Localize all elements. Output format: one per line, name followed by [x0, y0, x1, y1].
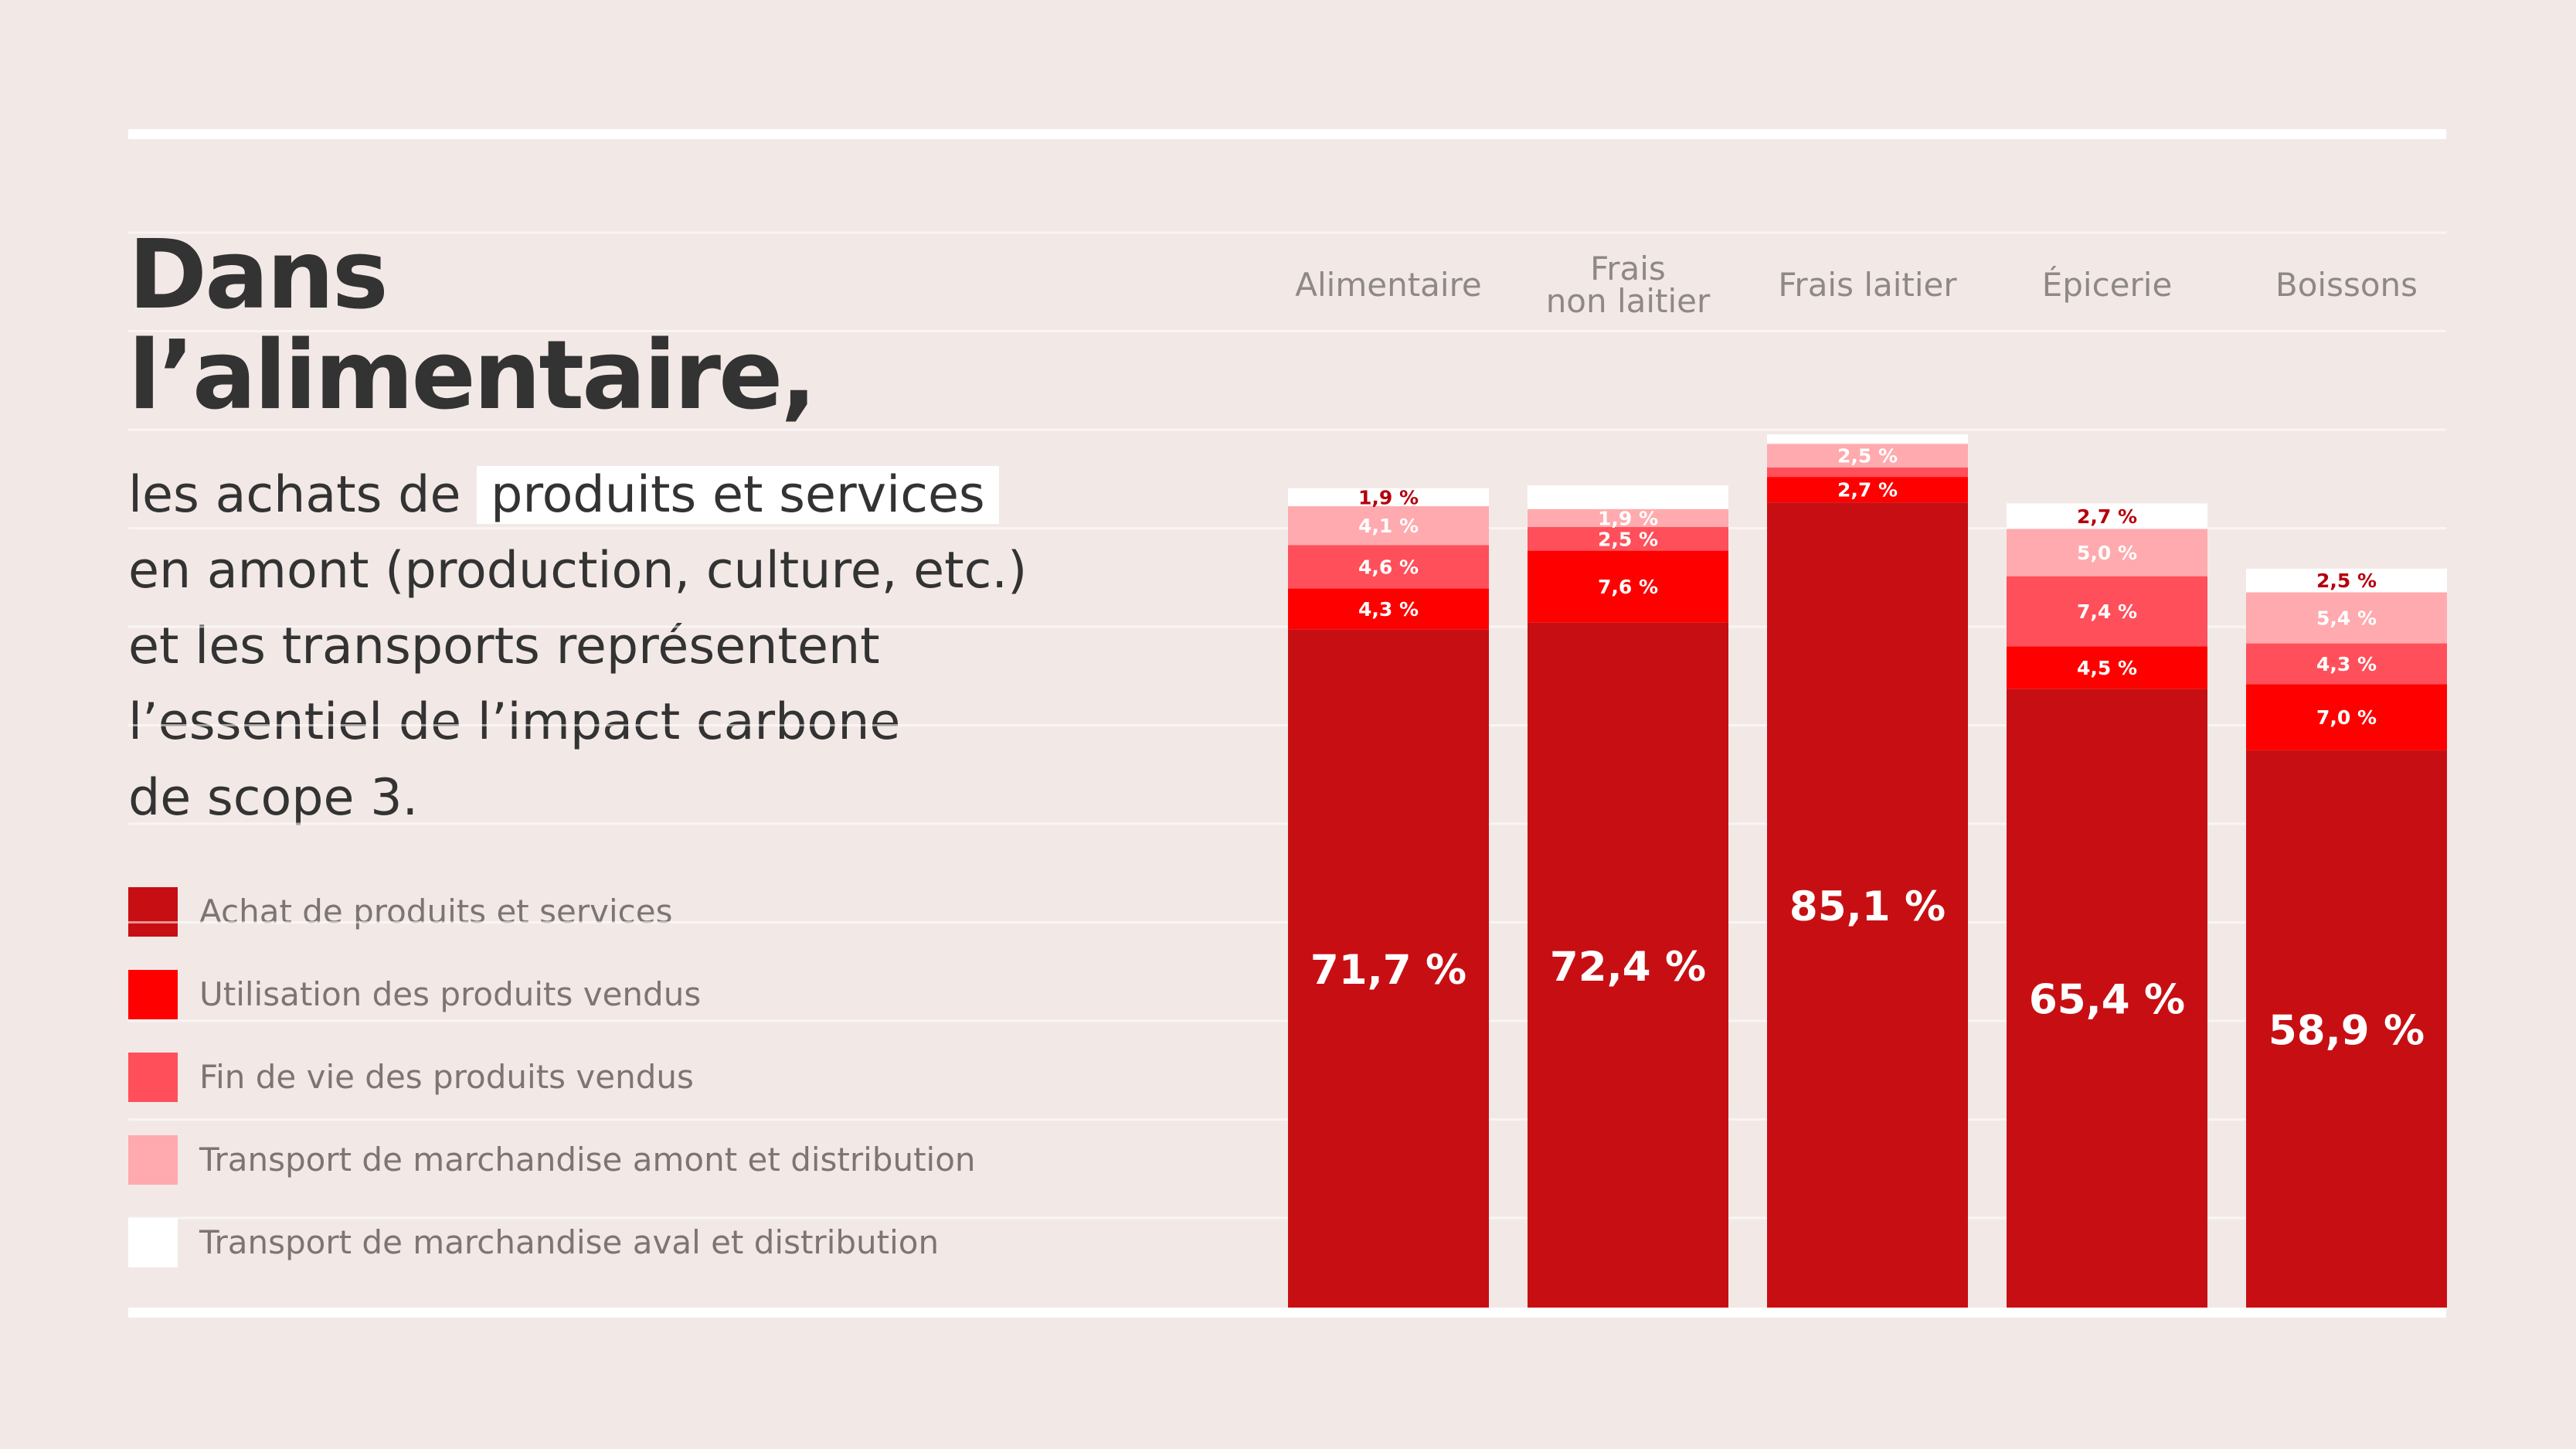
bar-segment [1528, 526, 1728, 551]
bar-segment-label: 5,4 % [2316, 607, 2377, 630]
bar-segment-label: 2,5 % [1598, 528, 1658, 550]
bar-segment [2007, 646, 2207, 689]
headline: Dans l’alimentaire, [128, 220, 817, 431]
legend-label: Fin de vie des produits vendus [199, 1058, 694, 1096]
bar-segment [2246, 643, 2447, 685]
bar-segment [1767, 444, 1968, 468]
bar-segment-label: 2,5 % [1837, 445, 1898, 468]
bar-segment-label: 7,6 % [1598, 576, 1658, 598]
bar-main-value-label: 65,4 % [2029, 977, 2185, 1024]
legend-swatch [128, 1218, 178, 1267]
body-line-1-text: les achats de [128, 466, 477, 524]
bar-main-value-label: 85,1 % [1789, 883, 1946, 930]
legend-swatch [128, 887, 178, 937]
category-label: Épicerie [2042, 265, 2173, 304]
legend-item: Fin de vie des produits vendus [128, 1053, 1133, 1104]
bar-segment-label: 4,6 % [1358, 556, 1419, 578]
bar-segment [1288, 488, 1489, 507]
bar-segment [1528, 550, 1728, 623]
bar-segment [2007, 503, 2207, 529]
bar-segment [1528, 622, 1728, 1308]
bar-main-value-label: 71,7 % [1310, 947, 1466, 994]
category-label: Frais laitier [1778, 266, 1957, 304]
bar-5: 58,9 % 7,0 % 4,3 % 5,4 % 2,5 % [2246, 568, 2447, 1308]
body-line-2: en amont (production, culture, etc.) [128, 542, 1028, 600]
category-label: Boissons [2275, 266, 2418, 304]
bar-segment-label: 4,1 % [1358, 515, 1419, 537]
bar-main-value-label: 58,9 % [2268, 1007, 2425, 1054]
bar-segment [2246, 750, 2447, 1308]
bar-segment-label: 2,7 % [2077, 505, 2137, 528]
legend-swatch [128, 970, 178, 1019]
legend-item: Achat de produits et services [128, 887, 1133, 938]
bar-segment [2007, 529, 2207, 577]
category-label-line: Frais [1590, 250, 1666, 287]
bar-segment [1528, 509, 1728, 527]
legend-swatch [128, 1053, 178, 1102]
headline-line-2: l’alimentaire, [128, 321, 817, 431]
body-highlight: produits et services [477, 466, 999, 524]
bar-2: 72,4 % 7,6 % 2,5 %1,9 % [1528, 485, 1728, 1308]
bar-segment [1288, 629, 1489, 1308]
legend-label: Achat de produits et services [199, 893, 673, 930]
bar-segment-label: 7,0 % [2316, 706, 2377, 729]
legend-label: Transport de marchandise aval et distrib… [199, 1223, 940, 1261]
bar-segment [2007, 576, 2207, 647]
body-line-4: l’essentiel de l’impact carbone [128, 693, 901, 751]
bar-segment [1288, 545, 1489, 589]
bar-segment-label: 7,4 % [2077, 600, 2137, 623]
bar-segment-label: 1,9 % [1598, 507, 1658, 529]
bar-segment-label: 2,5 % [2316, 570, 2377, 592]
bar-4: 65,4 % 4,5 % 7,4 % 5,0 % 2,7 % [2007, 503, 2207, 1308]
bar-3: 85,1 % 2,7 % 2,5 % [1767, 434, 1968, 1308]
legend-label: Utilisation des produits vendus [199, 975, 702, 1013]
bar-segment-label: 4,5 % [2077, 657, 2137, 679]
bar-segment [1767, 467, 1968, 478]
bar-segment-label: 2,7 % [1837, 479, 1898, 502]
bar-segment [1288, 506, 1489, 546]
bar-segment [1528, 485, 1728, 509]
top-rule [128, 129, 2446, 139]
legend-item: Transport de marchandise amont et distri… [128, 1135, 1133, 1186]
bar-segment-label: 4,3 % [2316, 653, 2377, 675]
bar-segment-label: 1,9 % [1358, 486, 1419, 509]
bar-1: 71,7 % 4,3 % 4,6 % 4,1 % 1,9 % [1288, 486, 1489, 1308]
body-line-5: de scope 3. [128, 769, 419, 827]
bar-segment [1767, 477, 1968, 503]
bar-segment [1767, 434, 1968, 444]
legend-item: Transport de marchandise aval et distrib… [128, 1218, 1133, 1269]
headline-line-1: Dans [128, 220, 389, 331]
body-line-1: les achats de produits et services [128, 457, 1195, 533]
body-text: les achats de produits et services en am… [128, 457, 1195, 836]
legend-label: Transport de marchandise amont et distri… [199, 1141, 976, 1179]
bar-segment-label: 4,3 % [1358, 598, 1419, 621]
bar-segment-label: 5,0 % [2077, 542, 2137, 564]
bar-segment [2246, 568, 2447, 593]
category-label: Alimentaire [1295, 266, 1482, 304]
category-label-line: non laitier [1546, 282, 1711, 320]
bottom-rule [128, 1308, 2446, 1318]
bar-segment [1767, 502, 1968, 1308]
category-label: Frais non laitier [1546, 250, 1711, 320]
bar-main-value-label: 72,4 % [1550, 944, 1706, 991]
legend-swatch [128, 1135, 178, 1185]
legend-item: Utilisation des produits vendus [128, 970, 1133, 1021]
bar-segment [2246, 684, 2447, 750]
bar-segment [2246, 592, 2447, 644]
bar-segment [2007, 689, 2207, 1308]
bar-segment [1288, 588, 1489, 630]
